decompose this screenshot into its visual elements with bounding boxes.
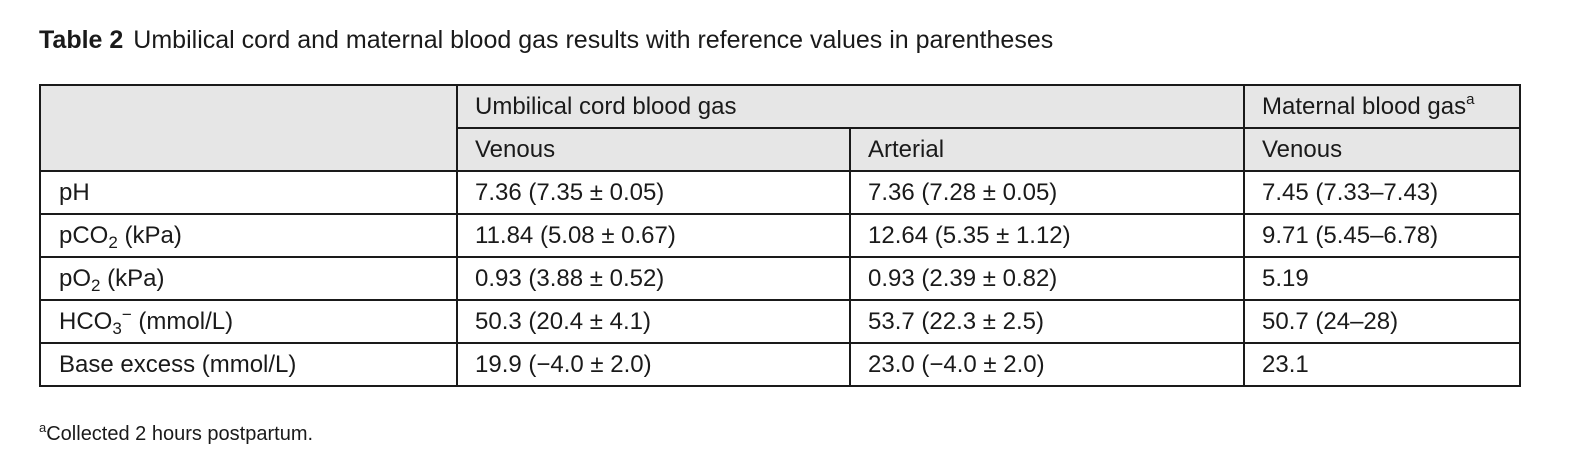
cell-umbilical-venous: 11.84 (5.08 ± 0.67) (456, 213, 851, 258)
param-unit: (mmol/L) (131, 307, 234, 335)
table-row: HCO3− (mmol/L) 50.3 (20.4 ± 4.1) 53.7 (2… (39, 299, 1521, 344)
table-row: Base excess (mmol/L) 19.9 (−4.0 ± 2.0) 2… (39, 342, 1521, 387)
param-subscript: 2 (108, 232, 118, 252)
param-text: HCO (59, 307, 113, 335)
param-superscript: − (121, 304, 132, 324)
cell-umbilical-arterial: 7.36 (7.28 ± 0.05) (849, 170, 1245, 215)
table-caption: Table 2 Umbilical cord and maternal blood… (39, 24, 1053, 56)
row-parameter: pH (39, 170, 458, 215)
cell-umbilical-venous: 7.36 (7.35 ± 0.05) (456, 170, 851, 215)
cell-maternal-venous: 5.19 (1243, 256, 1521, 301)
cell-umbilical-arterial: 23.0 (−4.0 ± 2.0) (849, 342, 1245, 387)
table-footnote: aCollected 2 hours postpartum. (39, 421, 313, 447)
header-arterial: Arterial (849, 127, 1245, 172)
header-maternal-label: Maternal blood gas (1262, 92, 1467, 120)
header-venous: Venous (456, 127, 851, 172)
table-title: Umbilical cord and maternal blood gas re… (133, 26, 1054, 54)
header-umbilical-label: Umbilical cord blood gas (475, 92, 737, 120)
header-empty-cell (39, 84, 458, 172)
cell-maternal-venous: 50.7 (24–28) (1243, 299, 1521, 344)
table-label: Table 2 (39, 26, 124, 54)
cell-umbilical-venous: 19.9 (−4.0 ± 2.0) (456, 342, 851, 387)
param-unit: (kPa) (117, 221, 182, 249)
cell-umbilical-venous: 50.3 (20.4 ± 4.1) (456, 299, 851, 344)
param-unit: (kPa) (100, 264, 165, 292)
param-text: pCO (59, 221, 109, 249)
param-subscript: 3 (112, 318, 122, 338)
header-row-subgroups: Venous Arterial Venous (40, 127, 1521, 172)
blood-gas-table: Umbilical cord blood gas Maternal blood … (39, 84, 1521, 387)
row-parameter: HCO3− (mmol/L) (39, 299, 458, 344)
header-maternal: Maternal blood gasa (1243, 84, 1521, 129)
header-row-groups: Umbilical cord blood gas Maternal blood … (39, 84, 1521, 172)
header-umbilical-cord: Umbilical cord blood gas (456, 84, 1245, 129)
cell-umbilical-venous: 0.93 (3.88 ± 0.52) (456, 256, 851, 301)
param-subscript: 2 (91, 275, 101, 295)
cell-umbilical-arterial: 12.64 (5.35 ± 1.12) (849, 213, 1245, 258)
param-text: Base excess (mmol/L) (59, 350, 297, 378)
table-row: pO2 (kPa) 0.93 (3.88 ± 0.52) 0.93 (2.39 … (39, 256, 1521, 301)
cell-umbilical-arterial: 0.93 (2.39 ± 0.82) (849, 256, 1245, 301)
row-parameter: pCO2 (kPa) (39, 213, 458, 258)
cell-maternal-venous: 23.1 (1243, 342, 1521, 387)
footnote-text: Collected 2 hours postpartum. (46, 423, 314, 445)
footnote-marker: a (1466, 90, 1475, 108)
table-row: pCO2 (kPa) 11.84 (5.08 ± 0.67) 12.64 (5.… (39, 213, 1521, 258)
row-parameter: Base excess (mmol/L) (39, 342, 458, 387)
row-parameter: pO2 (kPa) (39, 256, 458, 301)
cell-maternal-venous: 7.45 (7.33–7.43) (1243, 170, 1521, 215)
footnote-marker: a (39, 420, 47, 435)
cell-maternal-venous: 9.71 (5.45–6.78) (1243, 213, 1521, 258)
cell-umbilical-arterial: 53.7 (22.3 ± 2.5) (849, 299, 1245, 344)
param-text: pH (59, 178, 90, 206)
header-maternal-venous: Venous (1243, 127, 1521, 172)
param-text: pO (59, 264, 92, 292)
table-row: pH 7.36 (7.35 ± 0.05) 7.36 (7.28 ± 0.05)… (39, 170, 1521, 215)
